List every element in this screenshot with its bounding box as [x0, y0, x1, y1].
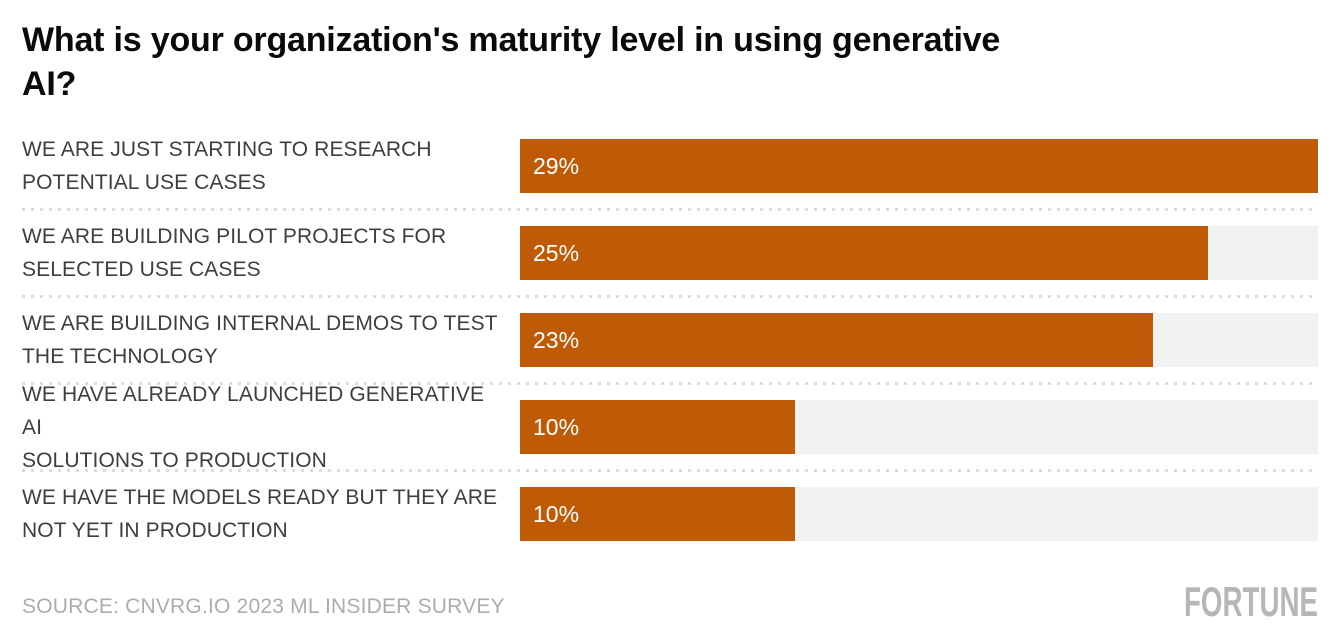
source-credit: SOURCE: CNVRG.IO 2023 ML INSIDER SURVEY: [22, 595, 505, 618]
row-divider: [22, 295, 1318, 298]
bar-track: 29%: [520, 139, 1318, 193]
bar-track: 10%: [520, 487, 1318, 541]
bar-fill: 25%: [520, 226, 1208, 280]
category-label: WE ARE BUILDING PILOT PROJECTS FOR SELEC…: [22, 225, 447, 281]
chart-row: WE ARE BUILDING PILOT PROJECTS FOR SELEC…: [22, 211, 1318, 295]
fortune-logo-text: FORTUNE: [1184, 583, 1318, 619]
category-label: WE ARE BUILDING INTERNAL DEMOS TO TEST T…: [22, 312, 498, 368]
row-divider: [22, 469, 1318, 472]
row-divider: [22, 208, 1318, 211]
bar-value-label: 10%: [533, 500, 580, 527]
fortune-logo: FORTUNE: [1184, 583, 1318, 619]
bar-value-label: 29%: [533, 152, 580, 179]
chart-row: WE HAVE ALREADY LAUNCHED GENERATIVE AI S…: [22, 383, 1318, 472]
bar-chart: WE ARE JUST STARTING TO RESEARCH POTENTI…: [22, 124, 1318, 556]
bar-track: 25%: [520, 226, 1318, 280]
chart-row: WE ARE JUST STARTING TO RESEARCH POTENTI…: [22, 124, 1318, 208]
bar-track: 10%: [520, 400, 1318, 454]
bar-fill: 10%: [520, 400, 796, 454]
category-label: WE HAVE ALREADY LAUNCHED GENERATIVE AI S…: [22, 382, 485, 472]
chart-footer: SOURCE: CNVRG.IO 2023 ML INSIDER SURVEY …: [22, 583, 1318, 619]
bar-value-label: 23%: [533, 326, 580, 353]
bar-value-label: 10%: [533, 413, 580, 440]
chart-title: What is your organization's maturity lev…: [22, 21, 1001, 103]
chart-row: WE ARE BUILDING INTERNAL DEMOS TO TEST T…: [22, 298, 1318, 382]
category-label: WE ARE JUST STARTING TO RESEARCH POTENTI…: [22, 138, 432, 194]
bar-track: 23%: [520, 313, 1318, 367]
bar-fill: 29%: [520, 139, 1318, 193]
bar-value-label: 25%: [533, 239, 580, 266]
bar-fill: 10%: [520, 487, 796, 541]
bar-fill: 23%: [520, 313, 1153, 367]
category-label: WE HAVE THE MODELS READY BUT THEY ARE NO…: [22, 486, 498, 542]
row-divider: [22, 382, 1318, 385]
chart-row: WE HAVE THE MODELS READY BUT THEY ARE NO…: [22, 472, 1318, 556]
